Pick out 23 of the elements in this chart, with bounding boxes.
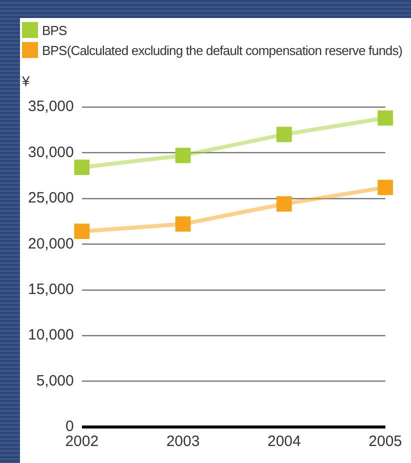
point xyxy=(74,160,90,175)
x-tick-label: 2002 xyxy=(65,433,99,450)
point xyxy=(276,126,292,142)
legend-label: BPS xyxy=(42,22,67,38)
y-tick-label: 15,000 xyxy=(28,281,74,298)
y-tick-label: 30,000 xyxy=(28,144,74,161)
point xyxy=(378,180,393,196)
y-tick-label: 10,000 xyxy=(28,326,74,344)
y-tick-label: 0 xyxy=(66,418,74,436)
point xyxy=(175,216,191,232)
y-tick-label: 35,000 xyxy=(28,98,74,116)
y-tick-label: 25,000 xyxy=(28,190,74,207)
x-tick-label: 2003 xyxy=(166,433,200,450)
y-tick-label: 5,000 xyxy=(36,372,74,390)
legend-label: BPS(Calculated excluding the default compensation reserve funds) xyxy=(42,42,402,58)
point xyxy=(276,196,292,212)
point xyxy=(175,148,191,164)
y-tick-label: 20,000 xyxy=(28,235,74,252)
x-tick-label: 2005 xyxy=(368,433,402,450)
x-tick-label: 2004 xyxy=(267,433,301,450)
y-axis-title: ¥ xyxy=(22,73,30,89)
point xyxy=(378,110,393,126)
point xyxy=(74,224,90,239)
